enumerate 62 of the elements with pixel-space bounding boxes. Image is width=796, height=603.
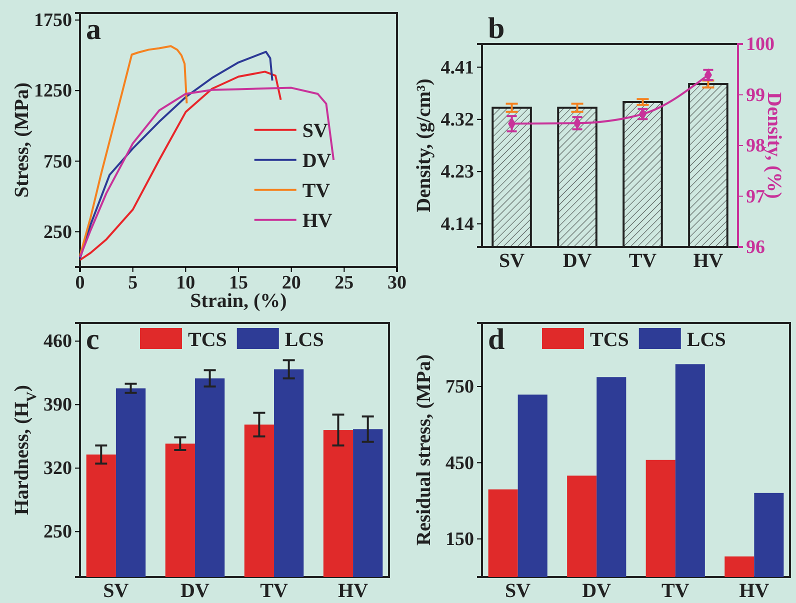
x-tick-label: SV [499,250,526,272]
y-tick-label: 4.14 [440,214,474,235]
bar [596,377,626,577]
y2-tick-label: 99 [746,84,765,106]
chart-title: d [488,323,505,356]
y-tick-label: 750 [446,376,474,398]
chart-title: c [86,323,100,356]
bar [754,492,784,577]
legend-label: HV [302,210,333,232]
x-tick-label: 5 [128,272,138,294]
x-tick-label: DV [562,250,592,272]
y-tick-label: 450 [446,452,474,474]
legend-label: TCS [188,329,227,351]
y-tick-label: 4.23 [440,162,474,183]
bar [675,364,705,577]
y-tick-label: 1250 [34,80,72,102]
legend-label: SV [302,120,328,142]
x-tick-label: TV [260,580,288,602]
y-tick-label: 390 [44,394,72,416]
line-series [79,45,188,257]
bar [646,460,676,577]
bar [488,489,518,577]
x-tick-label: TV [661,580,690,602]
y-tick-label: 320 [44,458,72,480]
x-tick-label: DV [180,580,210,602]
y-axis-title: Density, (g/cm³) [413,78,435,212]
bar [518,394,548,577]
x-tick-label: 30 [388,272,406,294]
y-tick-label: 460 [44,331,72,352]
x-tick-label: HV [693,250,724,272]
x-tick-label: 0 [75,272,85,294]
y2-axis-title: Density, (%) [763,92,785,199]
legend-label: LCS [686,329,726,351]
chart-title: a [86,13,101,46]
y-axis-title: Residual stress, (MPa) [413,354,435,546]
y2-tick-label: 96 [746,237,765,258]
legend-label: TCS [590,329,629,351]
y2-tick-label: 100 [746,34,774,56]
y-tick-label: 750 [44,151,72,172]
bar [567,476,597,577]
legend-label: TV [302,180,331,202]
x-tick-label: 25 [334,272,354,294]
y-tick-label: 250 [44,222,72,243]
x-tick-label: DV [582,580,612,602]
legend-label: DV [302,150,332,172]
chart-title: b [488,12,505,45]
x-tick-label: TV [628,250,658,272]
y2-tick-label: 97 [746,186,766,208]
x-tick-label: HV [739,580,770,602]
x-tick-label: SV [103,580,130,602]
y2-tick-label: 98 [746,136,765,157]
y-tick-label: 1750 [34,10,72,32]
y-axis-title: Stress, (MPa) [11,82,33,198]
bar [724,556,754,577]
y-tick-label: 4.41 [440,57,474,78]
y-tick-label: 150 [446,528,474,550]
x-tick-label: HV [338,580,369,602]
x-tick-label: SV [505,580,532,602]
y-tick-label: 250 [44,522,72,543]
legend-label: LCS [284,329,324,351]
line-series [79,86,335,258]
y-tick-label: 4.32 [440,109,474,130]
